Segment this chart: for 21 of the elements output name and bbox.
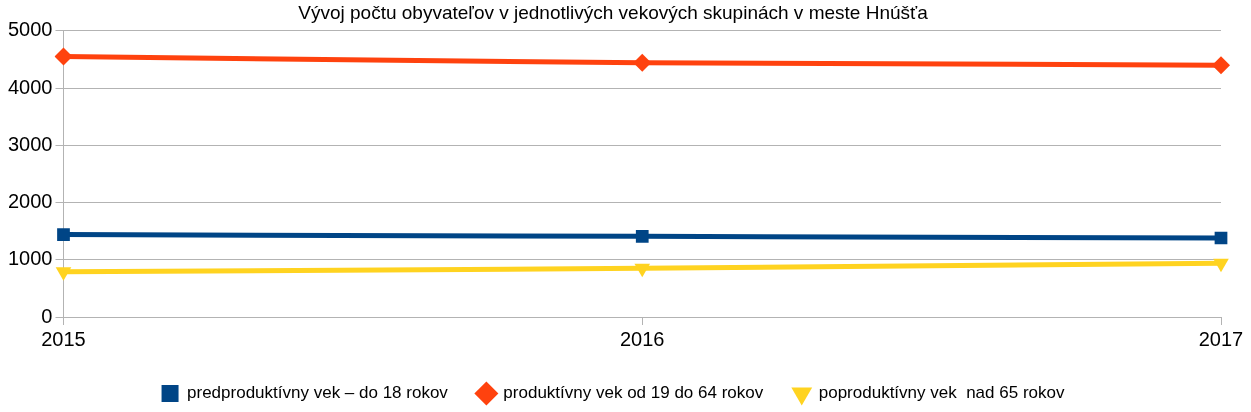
y-tick-label: 4000 bbox=[7, 75, 53, 98]
y-tick-label: 0 bbox=[41, 304, 53, 327]
y-tick-label: 5000 bbox=[7, 18, 53, 41]
point bbox=[1212, 56, 1230, 75]
y-tick-label: 1000 bbox=[7, 247, 53, 270]
legend-label: poproduktívny vek nad 65 rokov bbox=[818, 383, 1065, 403]
point bbox=[1213, 258, 1229, 273]
legend-label: predproduktívny vek – do 18 rokov bbox=[187, 383, 449, 403]
point bbox=[633, 53, 652, 72]
x-tick-label: 2017 bbox=[1198, 327, 1244, 350]
point bbox=[54, 47, 73, 66]
y-tick-label: 3000 bbox=[7, 132, 53, 155]
legend-label: produktívny vek od 19 do 64 rokov bbox=[503, 383, 764, 403]
point bbox=[635, 229, 649, 243]
x-tick-label: 2015 bbox=[41, 327, 86, 350]
point bbox=[55, 267, 72, 281]
point bbox=[57, 228, 70, 241]
x-tick-label: 2016 bbox=[620, 327, 665, 350]
y-tick-label: 2000 bbox=[7, 190, 53, 213]
chart-title: Vývoj počtu obyvateľov v jednotlivých vekových skupinách v meste Hnúšťa bbox=[298, 1, 929, 23]
point bbox=[634, 263, 651, 278]
